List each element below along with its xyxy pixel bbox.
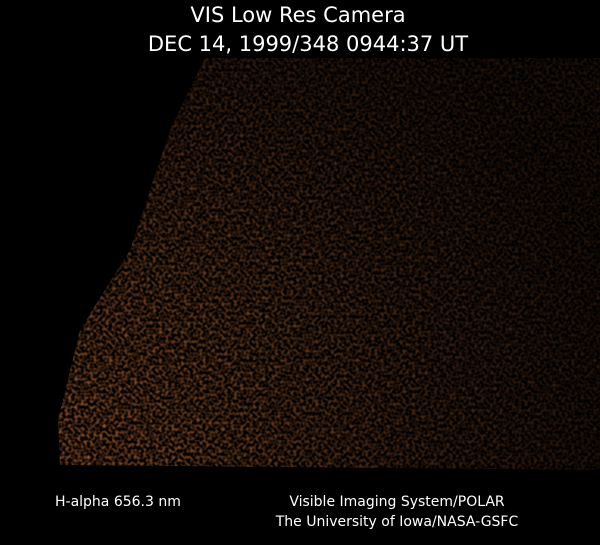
title: VIS Low Res Camera <box>190 3 405 27</box>
instrument-label: Visible Imaging System/POLAR <box>289 494 505 510</box>
timestamp: DEC 14, 1999/348 0944:37 UT <box>148 32 468 56</box>
filter-label: H-alpha 656.3 nm <box>55 494 181 510</box>
institution-label: The University of Iowa/NASA-GSFC <box>275 514 519 530</box>
